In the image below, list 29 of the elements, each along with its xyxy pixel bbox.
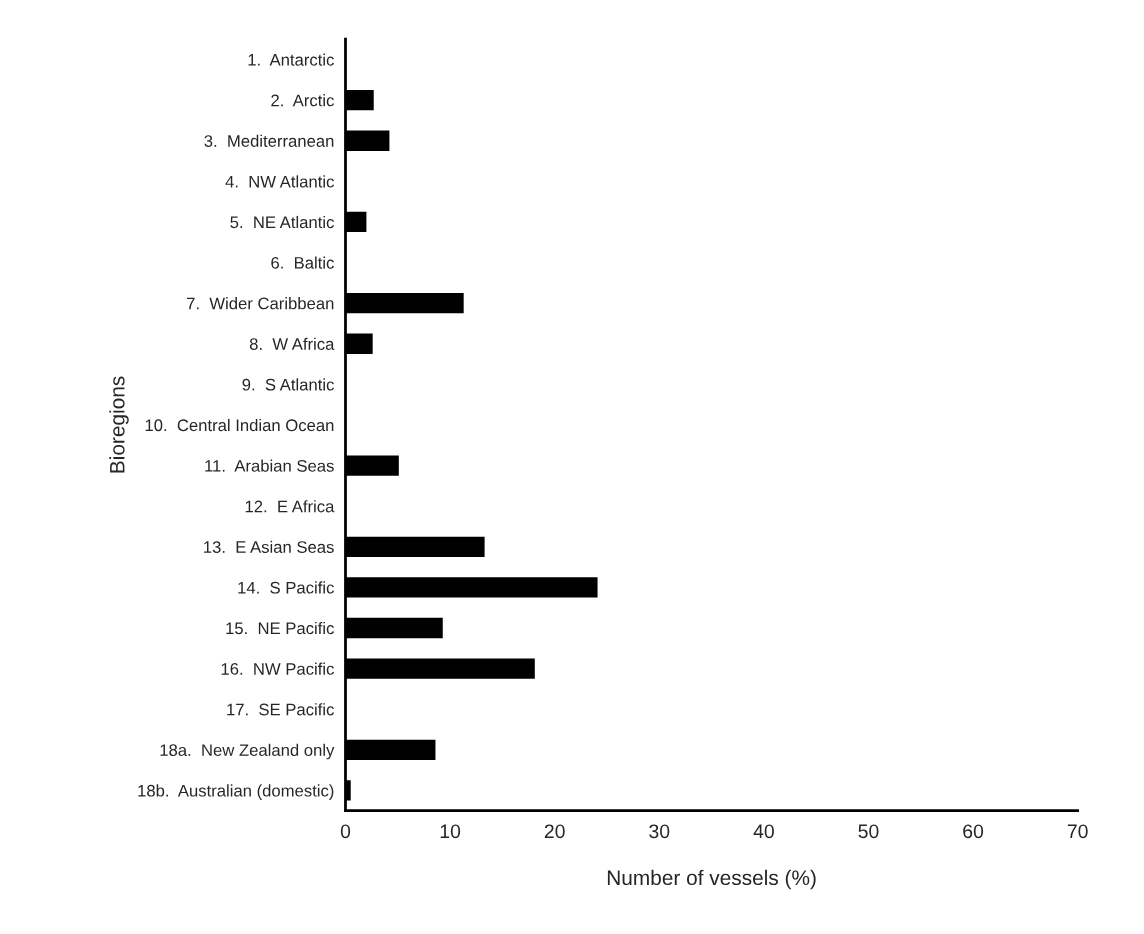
- y-tick-label: 18b. Australian (domestic): [138, 784, 334, 800]
- y-axis-title: Bioregions: [109, 376, 129, 473]
- x-tick-label: 40: [753, 824, 774, 839]
- x-tick-label: 30: [649, 824, 670, 839]
- y-tick-label: 8. W Africa: [249, 337, 335, 350]
- y-tick-label: 1. Antarctic: [248, 53, 334, 66]
- y-tick-label: 14. S Pacific: [238, 581, 334, 594]
- y-tick-label: 7. Wider Caribbean: [187, 297, 334, 310]
- x-tick-label: 70: [1067, 824, 1088, 839]
- y-tick-label: 15. NE Pacific: [226, 621, 334, 635]
- y-tick-label: 12. E Africa: [245, 500, 335, 513]
- y-tick-label: 10. Central Indian Ocean: [145, 418, 334, 432]
- y-tick-label: 17. SE Pacific: [227, 703, 334, 716]
- y-tick-label: 3. Mediterranean: [204, 134, 334, 147]
- x-tick-label: 0: [340, 824, 351, 839]
- y-tick-label: 13. E Asian Seas: [204, 540, 334, 553]
- y-tick-label: 4. NW Atlantic: [225, 175, 334, 188]
- x-tick-label: 10: [440, 824, 461, 839]
- y-tick-label: 9. S Atlantic: [242, 378, 334, 391]
- y-tick-label: 6. Baltic: [271, 256, 334, 269]
- y-tick-label: 2. Arctic: [271, 94, 334, 107]
- x-axis-title: Number of vessels (%): [607, 869, 816, 890]
- y-tick-label: 11. Arabian Seas: [205, 459, 334, 472]
- x-tick-label: 60: [963, 824, 984, 839]
- y-tick-label: 18a. New Zealand only: [160, 743, 335, 760]
- y-tick-label: 16. NW Pacific: [221, 662, 334, 675]
- y-tick-label: 5. NE Atlantic: [230, 215, 334, 229]
- x-tick-label: 50: [858, 824, 879, 839]
- x-tick-label: 20: [544, 824, 565, 839]
